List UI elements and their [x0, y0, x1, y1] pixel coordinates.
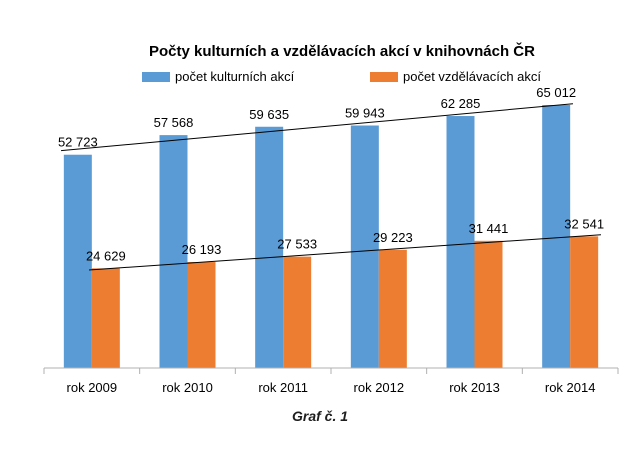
bar-kulturni	[159, 135, 188, 368]
x-tick-label: rok 2012	[354, 380, 405, 395]
bar-vzdelavaci	[570, 236, 599, 368]
bar-kulturni	[255, 126, 284, 368]
legend-label-kulturni: počet kulturních akcí	[175, 69, 295, 84]
figure-caption: Graf č. 1	[291, 408, 349, 424]
data-label-vzdelavaci: 26 193	[182, 242, 222, 257]
bar-kulturni	[542, 105, 571, 368]
legend: počet kulturních akcí počet vzdělávacích…	[142, 69, 541, 84]
bar-vzdelavaci	[283, 256, 312, 368]
bar-kulturni	[446, 116, 475, 368]
data-label-kulturni: 59 943	[345, 106, 385, 121]
data-label-kulturni: 62 285	[441, 96, 481, 111]
bar-vzdelavaci	[91, 268, 120, 368]
x-tick-label: rok 2013	[449, 380, 500, 395]
data-label-vzdelavaci: 31 441	[469, 221, 509, 236]
bar-vzdelavaci	[474, 240, 503, 368]
plot-area: 52 723 24 629 rok 2009 57 568 26 193 rok 2010…	[43, 85, 619, 395]
data-label-kulturni: 57 568	[154, 115, 194, 130]
chart-title: Počty kulturních a vzdělávacích akcí v k…	[149, 42, 535, 60]
data-label-kulturni: 52 723	[58, 135, 98, 150]
x-tick-label: rok 2011	[258, 380, 308, 395]
data-label-vzdelavaci: 24 629	[86, 248, 126, 263]
data-label-vzdelavaci: 27 533	[277, 237, 317, 252]
data-label-kulturni: 65 012	[536, 85, 576, 100]
bar-vzdelavaci	[187, 262, 216, 368]
legend-swatch-vzdelavaci	[370, 72, 398, 82]
legend-label-vzdelavaci: počet vzdělávacích akcí	[403, 69, 541, 84]
bar-vzdelavaci	[378, 249, 407, 368]
bar-kulturni	[350, 125, 379, 368]
trendline-vzdelavaci	[88, 234, 602, 271]
data-label-vzdelavaci: 32 541	[564, 216, 604, 231]
x-tick-label: rok 2014	[545, 380, 596, 395]
bar-kulturni	[63, 154, 92, 368]
x-tick-label: rok 2010	[162, 380, 213, 395]
x-tick-label: rok 2009	[67, 380, 118, 395]
legend-swatch-kulturni	[142, 72, 170, 82]
data-label-kulturni: 59 635	[249, 107, 289, 122]
trendline-kulturni	[60, 103, 574, 152]
data-label-vzdelavaci: 29 223	[373, 230, 413, 245]
